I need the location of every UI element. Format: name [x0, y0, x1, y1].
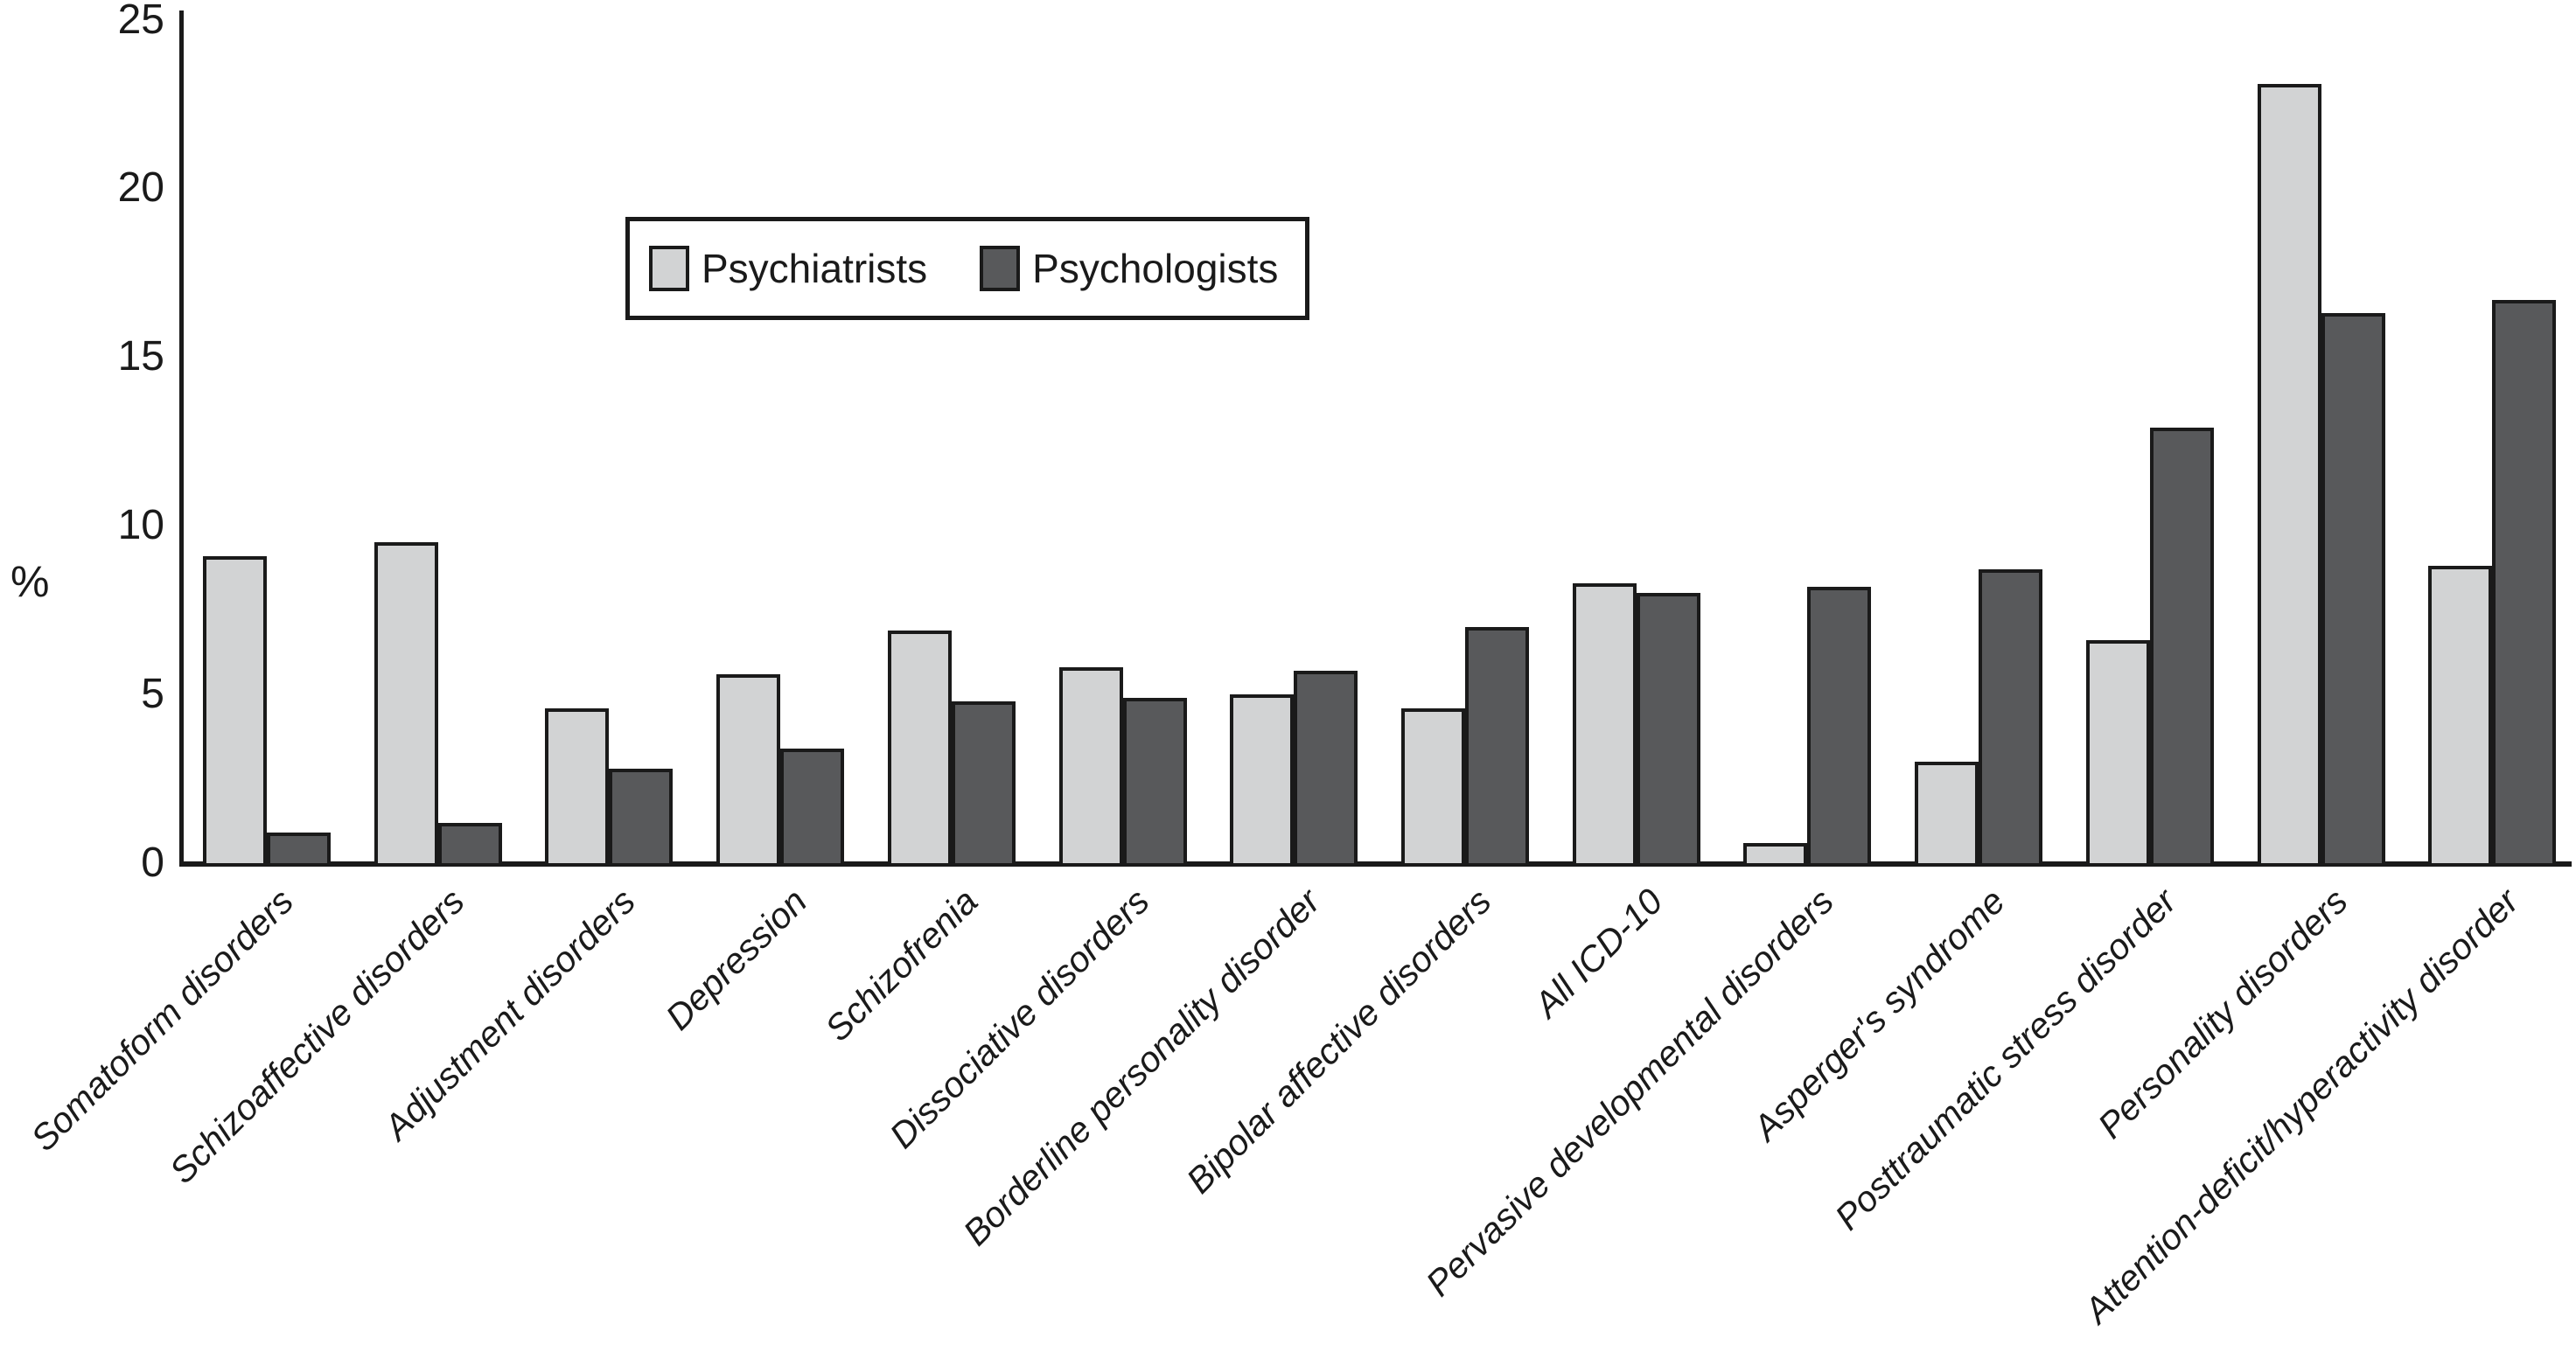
bar-psychiatrists [2086, 640, 2150, 867]
x-category-label: Bipolar affective disorders [1178, 881, 1499, 1202]
y-tick-label: 0 [141, 840, 164, 886]
bar-psychiatrists [888, 631, 952, 867]
bar-psychologists [267, 833, 331, 867]
legend: Psychiatrists Psychologists [625, 217, 1309, 320]
bar-psychologists [609, 769, 673, 867]
y-axis-title: % [10, 557, 50, 606]
y-tick-label: 5 [141, 671, 164, 718]
y-tick-label: 10 [117, 502, 164, 549]
bar-psychiatrists [1401, 708, 1465, 867]
bar-psychologists [1807, 587, 1871, 867]
legend-entry-psychiatrists: Psychiatrists [649, 245, 927, 292]
bar-psychologists [1979, 569, 2042, 867]
legend-label: Psychiatrists [702, 246, 928, 291]
x-category-label: Schizofrenia [817, 881, 986, 1049]
legend-entry-psychologists: Psychologists [980, 245, 1278, 292]
y-axis-line [179, 10, 184, 866]
bar-psychologists [1637, 593, 1700, 867]
bar-psychologists [780, 749, 844, 867]
bar-psychiatrists [203, 556, 267, 867]
bar-psychologists [952, 701, 1016, 867]
bar-psychiatrists [2428, 566, 2492, 867]
legend-swatch-icon [980, 246, 1021, 291]
bar-psychiatrists [545, 708, 609, 867]
bar-psychiatrists [1915, 762, 1979, 867]
x-axis-line [179, 861, 2572, 867]
x-category-label: Depression [657, 881, 814, 1038]
bar-psychiatrists [1230, 694, 1294, 867]
legend-label: Psychologists [1032, 246, 1279, 291]
y-tick-label: 15 [117, 333, 164, 380]
bar-psychiatrists [1059, 667, 1123, 867]
bar-psychologists [2321, 313, 2385, 867]
x-category-label: All ICD-10 [1525, 881, 1671, 1025]
bar-psychiatrists [2258, 84, 2321, 867]
bar-psychiatrists [1573, 583, 1637, 867]
bar-psychologists [438, 823, 502, 867]
y-tick-label: 25 [117, 0, 164, 43]
bar-psychiatrists [374, 542, 438, 867]
x-category-label: Posttraumatic stress disorder [1826, 881, 2184, 1238]
bar-psychologists [1465, 627, 1529, 867]
bar-psychologists [1294, 671, 1358, 867]
bar-psychiatrists [716, 674, 780, 867]
bar-psychiatrists [1743, 843, 1807, 867]
x-category-label: Borderline personality disorder [955, 881, 1329, 1254]
bar-psychologists [2492, 300, 2556, 867]
legend-swatch-icon [649, 246, 689, 291]
x-category-label: Schizoaffective disorders [161, 881, 472, 1192]
bar-psychologists [1123, 698, 1187, 867]
bar-psychologists [2150, 428, 2214, 867]
y-tick-label: 20 [117, 164, 164, 212]
